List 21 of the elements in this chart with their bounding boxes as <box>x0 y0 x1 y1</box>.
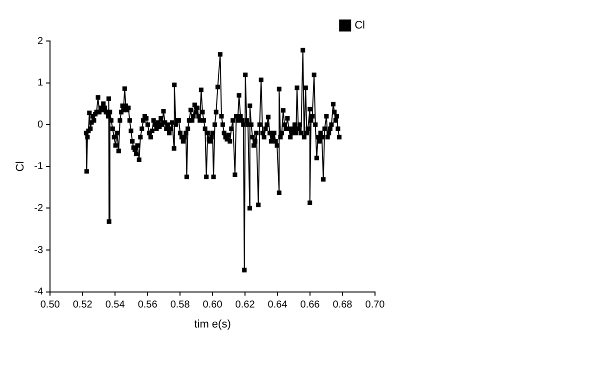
x-tick-label: 0.50 <box>40 300 60 311</box>
x-tick-label: 0.70 <box>365 300 386 311</box>
legend-label: Cl <box>354 20 366 32</box>
y-axis-title: Cl <box>14 161 27 172</box>
x-tick-label: 0.62 <box>235 300 256 311</box>
x-tick-label: 0.64 <box>268 300 288 311</box>
x-tick-label: 0.60 <box>202 300 223 311</box>
x-tick-label: 0.58 <box>170 300 190 311</box>
x-tick-label: 0.54 <box>105 300 126 311</box>
x-tick-label: 0.52 <box>72 300 93 311</box>
x-tick-label: 0.66 <box>300 300 320 311</box>
y-tick-label: -3 <box>34 244 44 256</box>
y-tick-label: 1 <box>38 78 44 89</box>
y-tick-label: 0 <box>38 119 44 130</box>
y-tick-label: 2 <box>38 36 44 47</box>
y-tick-label: -1 <box>34 161 44 172</box>
y-tick-label: -2 <box>34 202 44 214</box>
y-tick-label: -4 <box>34 286 44 298</box>
x-tick-label: 0.68 <box>332 300 353 311</box>
x-axis-title: tim e(s) <box>194 318 231 330</box>
x-tick-label: 0.56 <box>138 300 158 311</box>
